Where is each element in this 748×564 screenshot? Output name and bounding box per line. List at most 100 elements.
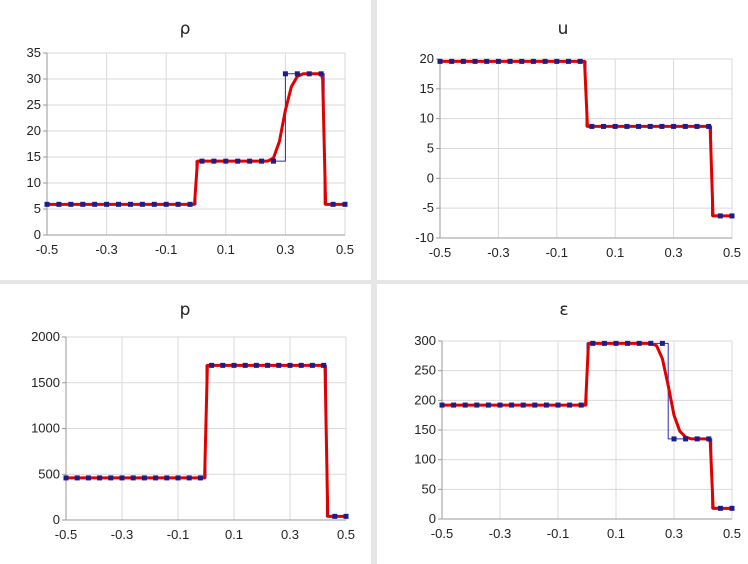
exact-data-point	[247, 158, 253, 164]
exact-data-point	[342, 201, 348, 207]
chart-p: p 0 500 1000 1500 2000 -0.5 -0.3 -0.1 0.1 0.3 0.5	[31, 300, 355, 542]
exact-data-point	[507, 58, 513, 64]
exact-data-point	[437, 58, 443, 64]
numerical-solution-line	[442, 341, 732, 510]
y-tick-label: 100	[414, 452, 436, 467]
y-tick-label: 15	[420, 81, 434, 96]
exact-data-point	[92, 201, 98, 207]
x-tick-label: 0.5	[337, 527, 355, 542]
exact-data-point	[472, 58, 478, 64]
exact-data-point	[555, 402, 561, 408]
exact-data-point	[287, 362, 293, 368]
x-tick-label: -0.3	[487, 245, 509, 260]
exact-data-point	[694, 123, 700, 129]
exact-data-point	[589, 123, 595, 129]
exact-data-point	[578, 402, 584, 408]
exact-data-point	[127, 201, 133, 207]
exact-data-point	[223, 158, 229, 164]
x-tick-label: 0.3	[281, 527, 299, 542]
exact-data-point	[164, 475, 170, 481]
exact-data-point	[282, 71, 288, 77]
chart-panel-p: p 0 500 1000 1500 2000 -0.5 -0.3 -0.1 0.1 0.3 0.5	[0, 285, 370, 564]
exact-data-point	[706, 436, 712, 442]
y-tick-label: 35	[27, 45, 41, 60]
exact-data-point	[717, 213, 723, 219]
exact-data-point	[590, 340, 596, 346]
exact-data-point	[601, 340, 607, 346]
x-tick-label: 0.5	[723, 245, 741, 260]
exact-data-point	[108, 475, 114, 481]
exact-data-point	[63, 475, 69, 481]
exact-data-point	[197, 475, 203, 481]
y-tick-label: 200	[414, 392, 436, 407]
exact-data-point	[68, 201, 74, 207]
chart-rho: ρ 0 5 10 15 20 25 30 35 -0.5 -0.3 -0.1 0.1 0.3 0.5	[27, 19, 355, 257]
exact-data-point	[199, 158, 205, 164]
exact-data-point	[235, 158, 241, 164]
exact-data-point	[497, 402, 503, 408]
exact-data-point	[532, 402, 538, 408]
exact-data-point	[153, 475, 159, 481]
exact-data-point	[439, 402, 445, 408]
x-tick-label: -0.3	[95, 242, 117, 257]
y-tick-label: 20	[420, 51, 434, 66]
exact-data-point	[104, 201, 110, 207]
y-tick-label: 500	[38, 466, 60, 481]
exact-data-point	[484, 58, 490, 64]
exact-data-point	[332, 513, 338, 519]
exact-data-point	[318, 71, 324, 77]
exact-data-point	[474, 402, 480, 408]
exact-data-point	[220, 362, 226, 368]
exact-data-point	[601, 123, 607, 129]
exact-data-point	[613, 340, 619, 346]
exact-data-point	[509, 402, 515, 408]
exact-data-point	[141, 475, 147, 481]
exact-data-point	[97, 475, 103, 481]
exact-data-point	[253, 362, 259, 368]
exact-data-point	[56, 201, 62, 207]
exact-data-point	[175, 201, 181, 207]
exact-data-point	[636, 340, 642, 346]
exact-data-point	[276, 362, 282, 368]
exact-data-point	[231, 362, 237, 368]
exact-data-point	[648, 340, 654, 346]
exact-data-point	[330, 201, 336, 207]
exact-data-point	[449, 58, 455, 64]
exact-data-point	[659, 340, 665, 346]
x-tick-label: -0.3	[111, 527, 133, 542]
exact-data-point	[163, 201, 169, 207]
y-tick-label: 25	[27, 97, 41, 112]
x-tick-label: -0.1	[546, 245, 568, 260]
exact-data-point	[636, 123, 642, 129]
exact-data-point	[309, 362, 315, 368]
y-tick-label: 1500	[31, 375, 60, 390]
exact-data-point	[624, 123, 630, 129]
y-tick-label: 150	[414, 422, 436, 437]
exact-data-point	[554, 58, 560, 64]
exact-data-point	[451, 402, 457, 408]
y-tick-label: 1000	[31, 421, 60, 436]
exact-data-point	[543, 402, 549, 408]
exact-data-point	[211, 158, 217, 164]
x-tick-label: 0.5	[723, 526, 741, 541]
exact-data-point	[116, 201, 122, 207]
exact-data-point	[306, 71, 312, 77]
exact-data-point	[729, 213, 735, 219]
exact-data-point	[130, 475, 136, 481]
exact-data-point	[460, 58, 466, 64]
y-tick-label: 50	[422, 481, 436, 496]
numerical-solution-line	[47, 72, 345, 206]
exact-data-point	[717, 505, 723, 511]
x-tick-label: 0.3	[276, 242, 294, 257]
x-tick-label: -0.1	[167, 527, 189, 542]
exact-data-point	[294, 71, 300, 77]
exact-data-point	[671, 436, 677, 442]
x-tick-label: -0.1	[155, 242, 177, 257]
chart-panel-epsilon: ε 0 50 100 150 200 250 300 -0.5 -0.3 -0.1 0.1 0.3 0.5	[378, 285, 748, 564]
exact-data-point	[44, 201, 50, 207]
exact-data-point	[683, 436, 689, 442]
y-tick-label: 0	[53, 512, 60, 527]
x-tick-label: -0.5	[55, 527, 77, 542]
exact-data-point	[85, 475, 91, 481]
exact-data-point	[119, 475, 125, 481]
